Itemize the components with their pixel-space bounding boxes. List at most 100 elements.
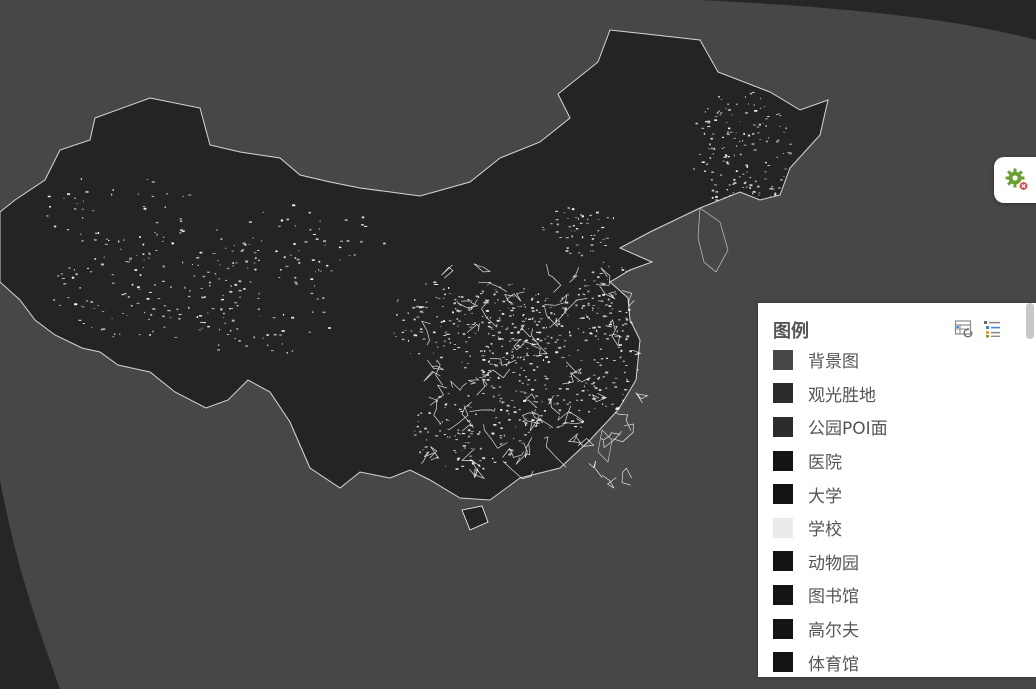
poi-mark bbox=[614, 293, 617, 295]
poi-mark bbox=[499, 319, 501, 321]
poi-mark bbox=[536, 366, 539, 368]
poi-mark bbox=[597, 219, 600, 220]
poi-mark bbox=[728, 109, 731, 111]
poi-mark bbox=[608, 305, 612, 307]
poi-mark bbox=[561, 356, 565, 359]
poi-mark bbox=[330, 270, 333, 272]
poi-mark bbox=[600, 282, 602, 284]
poi-mark bbox=[709, 143, 711, 146]
poi-mark bbox=[71, 276, 75, 279]
poi-mark bbox=[739, 176, 741, 178]
poi-mark bbox=[519, 305, 523, 307]
poi-mark bbox=[523, 391, 525, 393]
table-refresh-icon[interactable] bbox=[954, 319, 974, 339]
poi-mark bbox=[518, 419, 521, 421]
poi-mark bbox=[523, 314, 525, 315]
road-line bbox=[473, 263, 491, 273]
poi-mark bbox=[512, 307, 516, 309]
poi-mark bbox=[581, 390, 585, 392]
legend-item[interactable]: 公园POI面 bbox=[773, 410, 888, 444]
poi-mark bbox=[534, 340, 536, 342]
poi-mark bbox=[318, 260, 321, 263]
poi-mark bbox=[111, 318, 113, 319]
poi-mark bbox=[448, 320, 452, 322]
poi-mark bbox=[257, 308, 260, 311]
poi-mark bbox=[419, 311, 421, 313]
poi-mark bbox=[112, 336, 114, 338]
poi-mark bbox=[566, 403, 569, 405]
legend-item[interactable]: 图书馆 bbox=[773, 578, 888, 612]
legend-item[interactable]: 大学 bbox=[773, 477, 888, 511]
legend-item[interactable]: 观光胜地 bbox=[773, 377, 888, 411]
poi-mark bbox=[454, 435, 456, 437]
map-settings-button[interactable] bbox=[994, 157, 1036, 203]
poi-mark bbox=[517, 331, 520, 334]
poi-mark bbox=[203, 322, 206, 324]
legend-item[interactable]: 高尔夫 bbox=[773, 612, 888, 646]
poi-mark bbox=[579, 222, 583, 224]
poi-mark bbox=[612, 295, 614, 297]
legend-item[interactable]: 医院 bbox=[773, 444, 888, 478]
poi-mark bbox=[500, 409, 503, 411]
poi-mark bbox=[545, 356, 549, 358]
poi-mark bbox=[497, 299, 499, 301]
poi-mark bbox=[111, 193, 113, 196]
poi-mark bbox=[742, 173, 745, 175]
poi-mark bbox=[575, 228, 579, 230]
poi-mark bbox=[502, 442, 504, 444]
poi-mark bbox=[586, 222, 590, 224]
poi-mark bbox=[745, 181, 747, 183]
poi-mark bbox=[240, 250, 244, 252]
legend-item[interactable]: 学校 bbox=[773, 511, 888, 545]
poi-mark bbox=[563, 345, 566, 348]
poi-mark bbox=[275, 250, 278, 253]
poi-mark bbox=[510, 309, 514, 312]
poi-mark bbox=[596, 283, 599, 286]
poi-mark bbox=[245, 260, 249, 263]
poi-mark bbox=[613, 360, 616, 361]
legend-item[interactable]: 背景图 bbox=[773, 343, 888, 377]
poi-mark bbox=[479, 431, 481, 433]
list-legend-icon[interactable] bbox=[982, 319, 1002, 339]
poi-mark bbox=[625, 318, 629, 321]
poi-mark bbox=[531, 298, 533, 301]
poi-mark bbox=[444, 293, 446, 296]
poi-mark bbox=[605, 304, 608, 306]
poi-mark bbox=[555, 231, 559, 233]
legend-item[interactable]: 动物园 bbox=[773, 545, 888, 579]
poi-mark bbox=[298, 250, 300, 252]
legend-scrollbar[interactable] bbox=[1026, 303, 1034, 339]
poi-mark bbox=[231, 319, 235, 322]
poi-mark bbox=[419, 451, 421, 454]
poi-mark bbox=[95, 232, 98, 235]
poi-mark bbox=[413, 334, 417, 337]
poi-mark bbox=[114, 333, 116, 336]
poi-mark bbox=[493, 293, 496, 296]
poi-mark bbox=[103, 256, 105, 258]
poi-mark bbox=[146, 179, 149, 180]
poi-mark bbox=[544, 384, 546, 386]
poi-mark bbox=[179, 229, 184, 232]
poi-mark bbox=[231, 250, 234, 252]
poi-mark bbox=[410, 330, 413, 332]
poi-mark bbox=[249, 281, 252, 283]
poi-mark bbox=[49, 206, 51, 208]
poi-mark bbox=[708, 148, 711, 150]
poi-mark bbox=[550, 223, 553, 225]
poi-mark bbox=[621, 330, 624, 332]
poi-mark bbox=[733, 182, 737, 184]
poi-mark bbox=[566, 247, 569, 249]
poi-mark bbox=[73, 269, 75, 271]
poi-mark bbox=[166, 193, 168, 195]
poi-mark bbox=[143, 311, 146, 314]
poi-mark bbox=[455, 468, 459, 470]
poi-mark bbox=[729, 194, 732, 196]
poi-mark bbox=[422, 338, 426, 340]
road-line bbox=[543, 436, 567, 468]
poi-mark bbox=[614, 386, 618, 388]
poi-mark bbox=[625, 317, 628, 319]
road-line bbox=[428, 384, 448, 401]
legend-item[interactable]: 体育馆 bbox=[773, 645, 888, 677]
poi-mark bbox=[515, 390, 518, 392]
poi-mark bbox=[86, 267, 90, 269]
